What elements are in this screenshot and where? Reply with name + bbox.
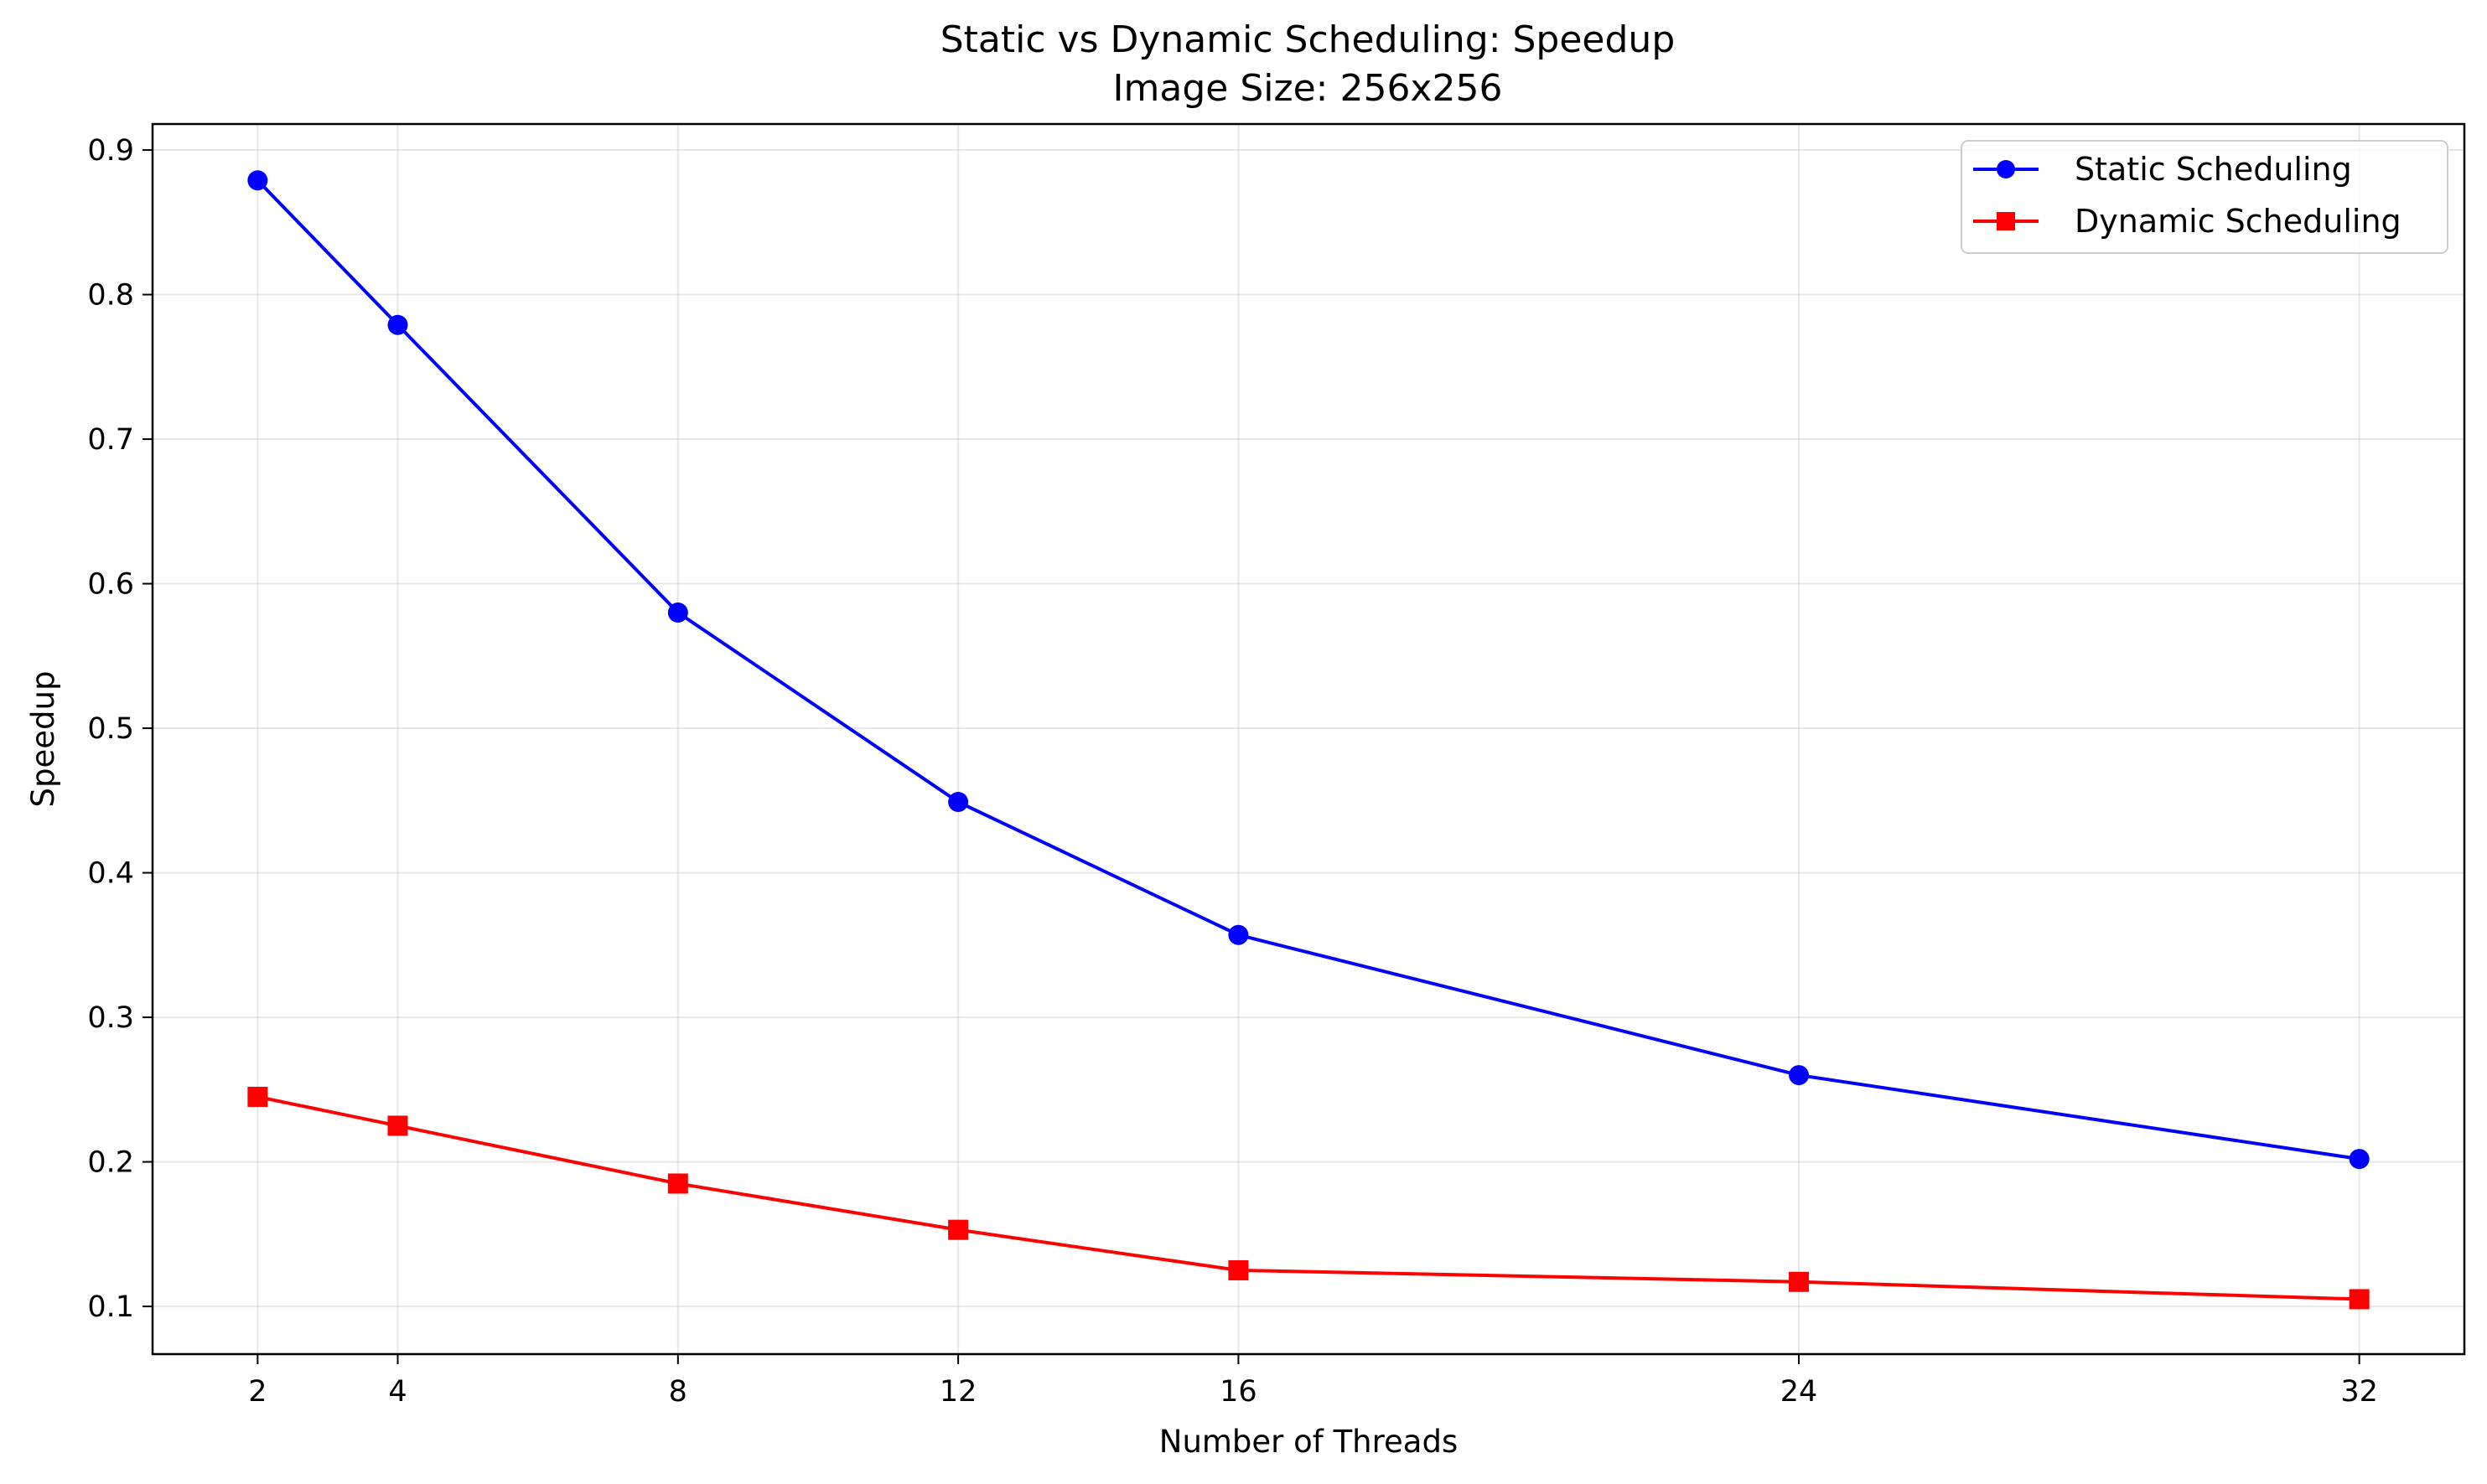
data-point-static-scheduling (2349, 1149, 2370, 1170)
data-point-static-scheduling (948, 792, 969, 813)
legend-marker-dynamic (1997, 212, 2015, 230)
y-tick-label: 0.4 (87, 857, 134, 891)
y-tick-label: 0.9 (87, 134, 134, 168)
legend-frame (1961, 140, 2448, 254)
data-point-dynamic-scheduling (667, 1173, 688, 1194)
x-tick-label: 4 (388, 1375, 407, 1409)
y-tick-label: 0.8 (87, 279, 134, 313)
x-tick-label: 8 (669, 1375, 687, 1409)
x-tick-label: 12 (940, 1375, 977, 1409)
legend-marker-static (1997, 160, 2015, 178)
x-tick-label: 24 (1780, 1375, 1818, 1409)
x-tick-label: 2 (248, 1375, 267, 1409)
data-point-dynamic-scheduling (1789, 1271, 1810, 1292)
plot-area-frame (151, 122, 2466, 1356)
axis-ticks: 2 4 8 12 16 24 320.10.20.30.40.50.60.70.80.9 (87, 134, 2378, 1409)
y-tick-label: 0.7 (87, 423, 134, 457)
grid-lines (153, 124, 2464, 1354)
y-tick-label: 0.6 (87, 568, 134, 602)
x-axis-label: Number of Threads (1159, 1424, 1458, 1460)
data-point-static-scheduling (1228, 924, 1249, 945)
data-point-dynamic-scheduling (948, 1219, 969, 1240)
data-point-static-scheduling (1789, 1065, 1810, 1086)
chart-subtitle: Image Size: 256x256 (1113, 67, 1503, 110)
chart-title: Static vs Dynamic Scheduling: Speedup (940, 18, 1676, 61)
data-point-static-scheduling (667, 602, 688, 623)
series-lines (247, 170, 2370, 1310)
y-tick-label: 0.1 (87, 1290, 134, 1324)
x-tick-label: 16 (1220, 1375, 1257, 1409)
legend-label-static: Static Scheduling (2075, 151, 2352, 188)
x-tick-label: 32 (2340, 1375, 2378, 1409)
data-point-dynamic-scheduling (1228, 1259, 1249, 1280)
legend-label-dynamic: Dynamic Scheduling (2075, 203, 2402, 240)
data-point-dynamic-scheduling (387, 1115, 408, 1136)
data-point-static-scheduling (247, 170, 268, 191)
y-tick-label: 0.3 (87, 1001, 134, 1035)
y-axis-label: Speedup (25, 671, 61, 808)
legend: Static Scheduling Dynamic Scheduling (1961, 140, 2448, 254)
y-tick-label: 0.2 (87, 1146, 134, 1180)
y-tick-label: 0.5 (87, 712, 134, 746)
data-point-static-scheduling (387, 314, 408, 335)
data-point-dynamic-scheduling (2349, 1289, 2370, 1310)
data-point-dynamic-scheduling (247, 1086, 268, 1107)
